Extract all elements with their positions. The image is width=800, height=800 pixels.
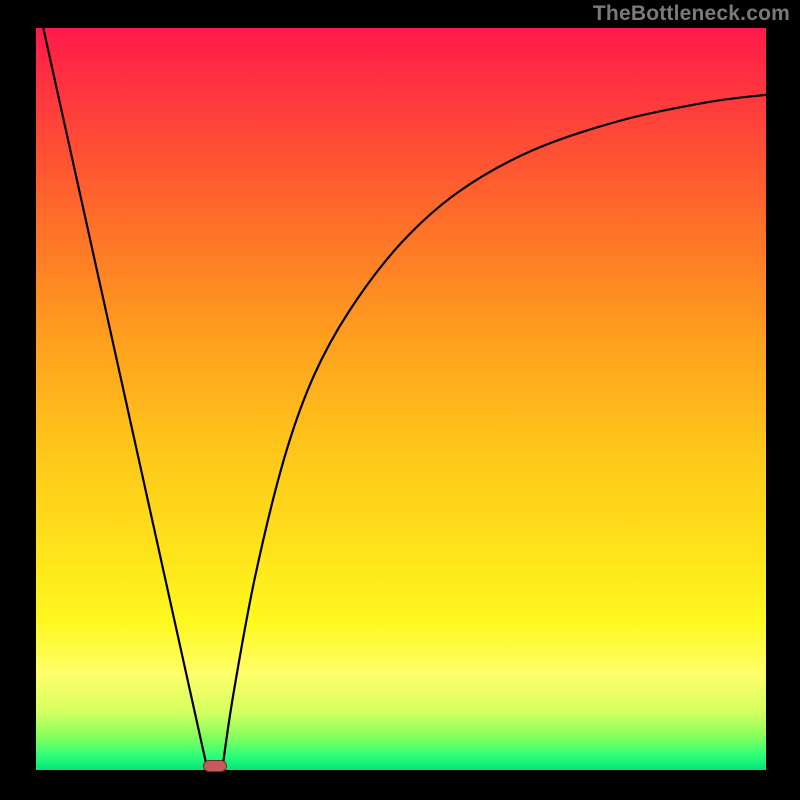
curve-svg xyxy=(36,28,766,770)
watermark-text: TheBottleneck.com xyxy=(593,2,790,26)
plot-area xyxy=(36,28,766,770)
bottleneck-curve-right xyxy=(222,95,766,770)
bottleneck-curve-left xyxy=(43,28,207,770)
optimal-marker xyxy=(203,760,226,772)
chart-container: TheBottleneck.com xyxy=(0,0,800,800)
